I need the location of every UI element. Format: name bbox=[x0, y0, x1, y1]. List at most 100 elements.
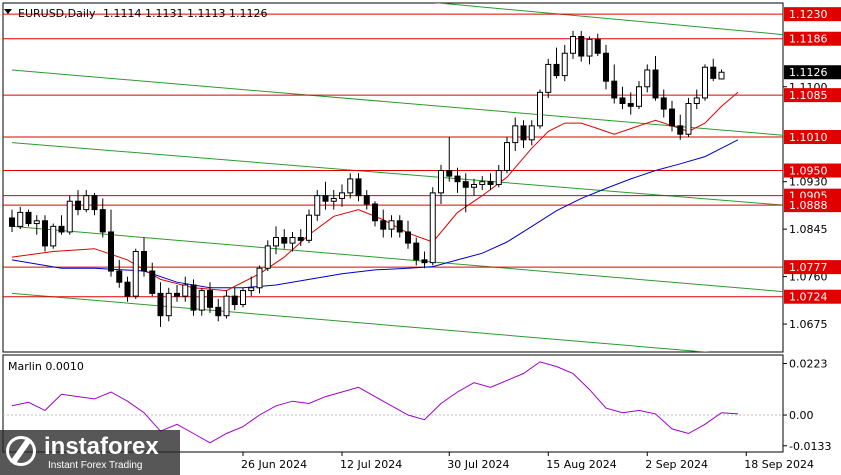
candle-body bbox=[578, 36, 585, 57]
main-pane: 1.06751.07601.08451.09301.11001.12301.11… bbox=[2, 2, 841, 353]
candle-body bbox=[256, 267, 263, 289]
time-tick-label: 18 Sep 2024 bbox=[744, 458, 814, 471]
watermark-tagline: Instant Forex Trading bbox=[48, 460, 143, 471]
candle-body bbox=[471, 183, 477, 188]
level-label: 1.1186 bbox=[789, 33, 828, 46]
candle-body bbox=[677, 125, 684, 135]
instaforex-logo-icon bbox=[6, 436, 36, 466]
candle-body bbox=[627, 103, 634, 107]
candle-body bbox=[174, 292, 180, 297]
candle-body bbox=[396, 220, 403, 233]
candle-body bbox=[248, 287, 255, 292]
candle-body bbox=[347, 178, 354, 194]
collapse-arrow-icon[interactable] bbox=[4, 9, 12, 14]
candle-body bbox=[693, 97, 700, 105]
candle-body bbox=[17, 211, 24, 227]
time-tick-label: 12 Jul 2024 bbox=[340, 458, 402, 471]
level-label-box bbox=[784, 88, 841, 103]
candle-body bbox=[611, 80, 618, 99]
candle-body bbox=[421, 259, 428, 264]
candle-body bbox=[479, 181, 486, 185]
channel-line bbox=[11, 292, 711, 352]
candle-body bbox=[215, 306, 222, 317]
candle-body bbox=[429, 192, 436, 264]
current-price-label: 1.1126 bbox=[789, 66, 828, 79]
candle-body bbox=[644, 69, 651, 88]
level-label: 1.1230 bbox=[789, 8, 828, 21]
candle-body bbox=[669, 108, 675, 127]
candle-body bbox=[718, 71, 725, 80]
candle-body bbox=[273, 237, 279, 247]
candle-body bbox=[58, 225, 65, 233]
candle-body bbox=[223, 295, 230, 317]
watermark-brand: instaforex bbox=[44, 433, 159, 460]
candle-body bbox=[83, 195, 90, 211]
candle-body bbox=[33, 220, 40, 225]
candle-body bbox=[289, 237, 296, 244]
candle-body bbox=[339, 192, 345, 199]
candle-body bbox=[619, 97, 626, 105]
candle-body bbox=[9, 217, 15, 227]
candle-body bbox=[50, 225, 57, 247]
candle-body bbox=[190, 284, 197, 311]
candle-body bbox=[553, 63, 560, 77]
candle-body bbox=[25, 211, 32, 225]
candle-body bbox=[75, 200, 81, 211]
candle-body bbox=[586, 38, 593, 57]
oscillator-plot bbox=[3, 361, 783, 444]
candle-body bbox=[702, 66, 708, 99]
candle-body bbox=[330, 197, 337, 202]
candle-body bbox=[149, 270, 156, 294]
main-plot bbox=[3, 3, 783, 352]
level-label: 1.0950 bbox=[789, 165, 828, 178]
level-label-box bbox=[784, 7, 841, 22]
level-label: 1.0777 bbox=[789, 261, 828, 274]
candle-body bbox=[157, 292, 164, 317]
candle-body bbox=[363, 195, 370, 205]
candle-body bbox=[198, 290, 205, 311]
level-label-box bbox=[784, 198, 841, 213]
candle-body bbox=[512, 125, 519, 144]
time-tick-label: 2 Sep 2024 bbox=[645, 458, 708, 471]
candle-body bbox=[99, 209, 106, 233]
candle-body bbox=[462, 181, 469, 188]
time-tick-label: 15 Aug 2024 bbox=[546, 458, 616, 471]
oscillator-label: Marlin 0.0010 bbox=[8, 360, 84, 373]
candle-body bbox=[372, 203, 378, 222]
ohlc-readout: 1.1114 1.1131 1.1113 1.1126 bbox=[103, 7, 267, 20]
symbol-label: EURUSD,Daily bbox=[18, 7, 96, 20]
ma-slow-line bbox=[11, 139, 739, 289]
candle-body bbox=[520, 125, 527, 141]
level-label-box bbox=[784, 260, 841, 275]
candle-body bbox=[495, 170, 502, 185]
candle-body bbox=[528, 125, 535, 141]
candle-body bbox=[594, 38, 601, 54]
candle-body bbox=[545, 63, 552, 93]
time-tick-label: 30 Jul 2024 bbox=[447, 458, 509, 471]
candle-body bbox=[66, 200, 73, 233]
current-price-box bbox=[784, 65, 841, 80]
candle-body bbox=[281, 237, 288, 244]
candle-body bbox=[116, 270, 123, 283]
candle-body bbox=[636, 86, 642, 107]
candle-body bbox=[306, 214, 312, 241]
oscillator-tick-label: -0.0133 bbox=[789, 440, 831, 453]
candle-body bbox=[231, 295, 238, 306]
candle-body bbox=[652, 69, 659, 99]
candle-body bbox=[207, 290, 213, 308]
candle-body bbox=[685, 103, 692, 135]
candle-body bbox=[446, 170, 453, 177]
candle-body bbox=[165, 292, 172, 317]
candle-body bbox=[660, 97, 667, 110]
level-label: 1.0724 bbox=[789, 291, 828, 304]
candle-body bbox=[132, 250, 139, 297]
price-tick-label: 1.0675 bbox=[789, 318, 828, 331]
candle-body bbox=[405, 231, 411, 244]
oscillator-pane-frame bbox=[2, 354, 784, 453]
candle-body bbox=[570, 36, 576, 54]
oscillator-pane: 26 Jun 2024 12 Jul 2024 30 Jul 2024 15 Aug … bbox=[2, 354, 831, 471]
channel-line bbox=[432, 3, 783, 36]
candle-body bbox=[42, 220, 48, 247]
level-label: 1.1085 bbox=[789, 89, 828, 102]
